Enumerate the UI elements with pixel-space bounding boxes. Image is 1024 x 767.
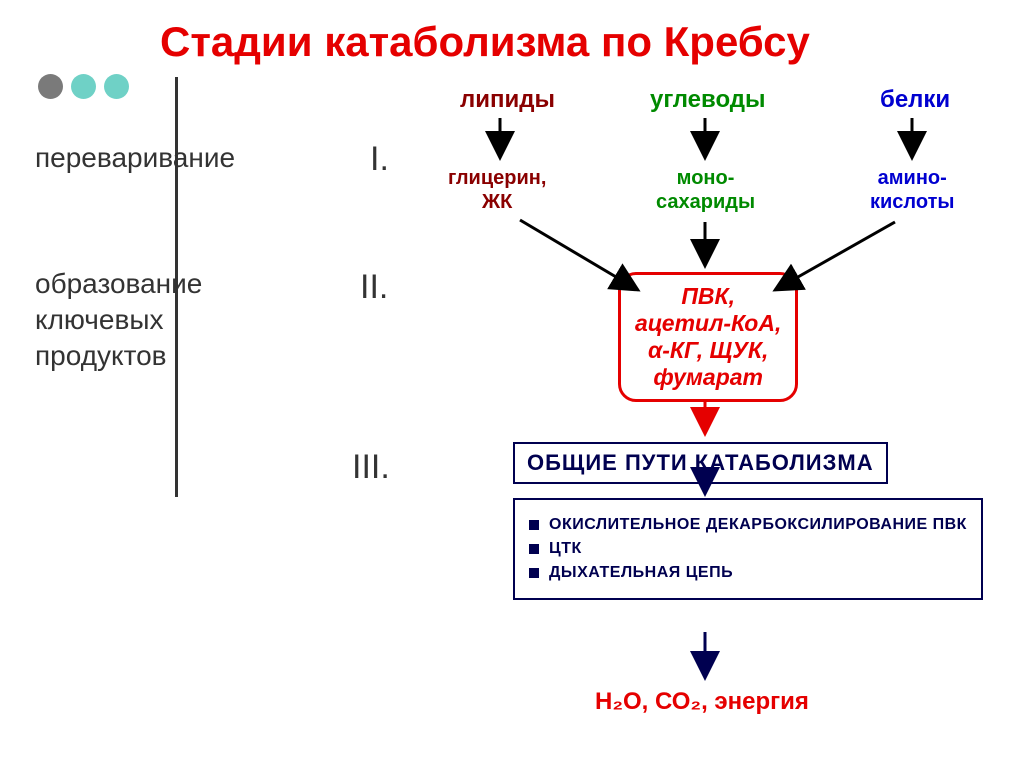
pathway-text: ЦТК	[549, 540, 582, 558]
node-amino: амино-кислоты	[870, 166, 954, 214]
arrows-layer	[0, 0, 1024, 767]
bullet-icon	[529, 544, 539, 554]
node-monosacch: моно-сахариды	[656, 166, 755, 214]
bullet-icon	[529, 520, 539, 530]
common-pathways-header: ОБЩИЕ ПУТИ КАТАБОЛИЗМА	[513, 442, 888, 484]
decorative-dots	[38, 74, 129, 99]
pathway-item: ДЫХАТЕЛЬНАЯ ЦЕПЬ	[529, 564, 967, 582]
common-pathways-list: ОКИСЛИТЕЛЬНОЕ ДЕКАРБОКСИЛИРОВАНИЕ ПВК ЦТК…	[513, 498, 983, 600]
pathway-item: ОКИСЛИТЕЛЬНОЕ ДЕКАРБОКСИЛИРОВАНИЕ ПВК	[529, 516, 967, 534]
roman-1: I.	[370, 140, 389, 179]
roman-2: II.	[360, 268, 388, 307]
rbox-l1: ПВК,	[635, 283, 781, 310]
pathway-text: ОКИСЛИТЕЛЬНОЕ ДЕКАРБОКСИЛИРОВАНИЕ ПВК	[549, 516, 967, 534]
stage2-label-c: продуктов	[35, 340, 167, 372]
pathway-text: ДЫХАТЕЛЬНАЯ ЦЕПЬ	[549, 564, 733, 582]
key-products-box: ПВК, ацетил-КоА, α-КГ, ЩУК, фумарат	[618, 272, 798, 402]
node-lipids: липиды	[460, 86, 555, 115]
roman-3: III.	[352, 448, 390, 487]
stage1-label: переваривание	[35, 142, 235, 174]
bullet-icon	[529, 568, 539, 578]
rbox-l4: фумарат	[635, 364, 781, 391]
dot	[104, 74, 129, 99]
stage2-label-b: ключевых	[35, 304, 163, 336]
rbox-l2: ацетил-КоА,	[635, 310, 781, 337]
pathway-item: ЦТК	[529, 540, 967, 558]
stage2-label-a: образование	[35, 268, 202, 300]
node-glycerin: глицерин,ЖК	[448, 166, 546, 214]
final-products: Н₂О, СО₂, энергия	[595, 688, 809, 716]
dot	[38, 74, 63, 99]
node-carbs: углеводы	[650, 86, 766, 115]
node-proteins: белки	[880, 86, 950, 115]
rbox-l3: α-КГ, ЩУК,	[635, 337, 781, 364]
page-title: Стадии катаболизма по Кребсу	[160, 18, 810, 66]
dot	[71, 74, 96, 99]
